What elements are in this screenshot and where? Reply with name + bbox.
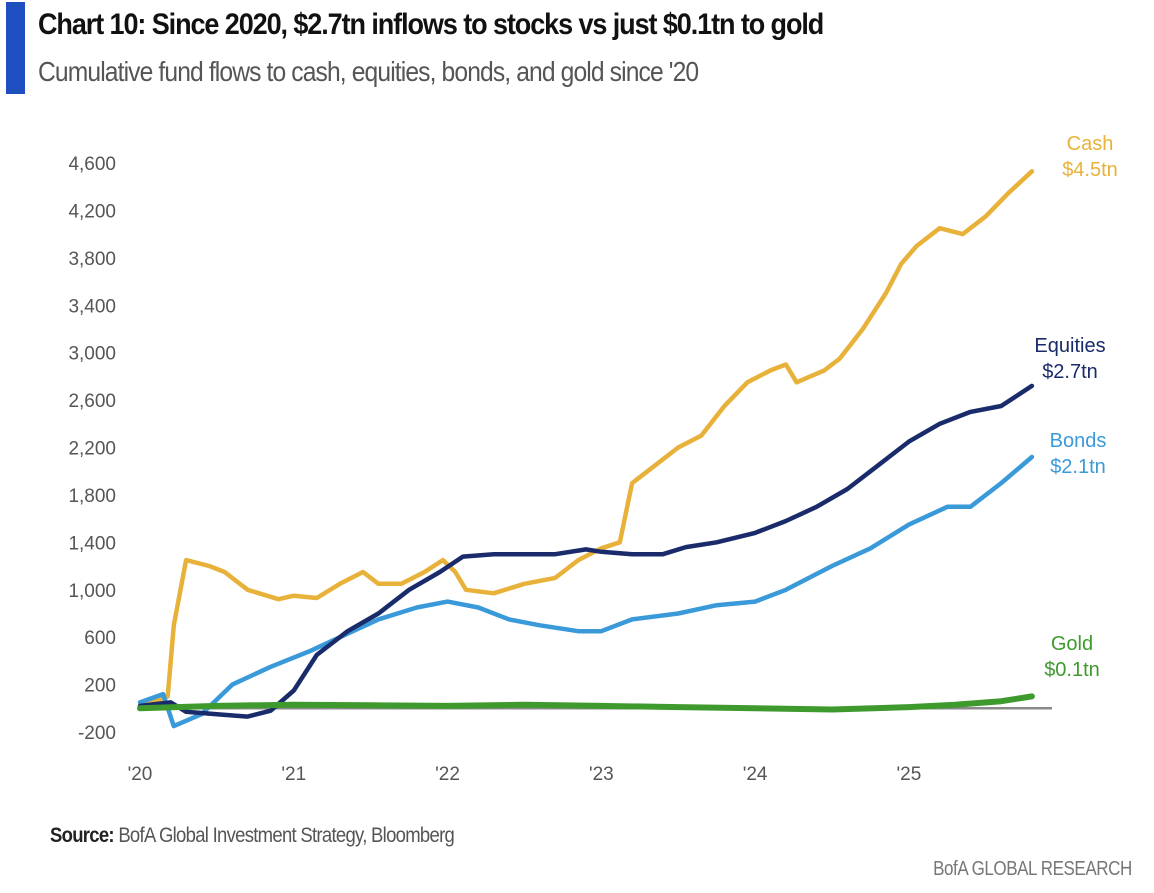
y-tick-label: 3,000 (68, 344, 116, 365)
x-axis-ticks: '20 '21 '22 '23 '24 '25 (128, 764, 922, 785)
source-text: BofA Global Investment Strategy, Bloombe… (113, 824, 455, 847)
x-tick-label: '22 (435, 764, 460, 785)
y-tick-label: 2,600 (68, 391, 116, 412)
series-end-labels: Cash $4.5tn Equities $2.7tn Bonds $2.1tn Gold $… (1034, 133, 1117, 681)
y-tick-label: 3,400 (68, 296, 116, 317)
y-tick-label: 1,000 (68, 581, 116, 602)
series-line-gold (137, 693, 1035, 713)
end-label-bonds-value: $2.1tn (1050, 456, 1106, 478)
source-label: Source: (50, 824, 115, 847)
y-tick-label: 2,200 (68, 439, 116, 460)
y-tick-label: 200 (84, 676, 116, 697)
source-note: Source: BofA Global Investment Strategy,… (50, 824, 455, 848)
end-label-equities-value: $2.7tn (1042, 361, 1098, 383)
y-axis-ticks: -200 200 600 1,000 1,400 1,800 2,200 2,600 3,000… (68, 154, 116, 744)
end-label-gold-name: Gold (1051, 633, 1093, 655)
chart-title: Chart 10: Since 2020, $2.7tn inflows to … (38, 8, 824, 41)
y-tick-label: -200 (78, 723, 116, 744)
end-label-cash-value: $4.5tn (1062, 159, 1118, 181)
series-lines (137, 169, 1035, 729)
y-tick-label: 1,800 (68, 486, 116, 507)
end-label-equities-name: Equities (1034, 335, 1105, 357)
series-line-cash (137, 169, 1035, 705)
end-label-bonds-name: Bonds (1050, 430, 1107, 452)
y-tick-label: 600 (84, 628, 116, 649)
end-label-gold-value: $0.1tn (1044, 659, 1100, 681)
y-tick-label: 4,200 (68, 201, 116, 222)
y-tick-label: 1,400 (68, 533, 116, 554)
brand-footer: BofA GLOBAL RESEARCH (933, 858, 1132, 880)
title-accent-bar (6, 2, 25, 94)
x-tick-label: '20 (128, 764, 153, 785)
x-tick-label: '23 (589, 764, 614, 785)
chart-subtitle: Cumulative fund flows to cash, equities,… (38, 56, 699, 87)
y-tick-label: 4,600 (68, 154, 116, 175)
x-tick-label: '21 (281, 764, 306, 785)
series-line-bonds (137, 454, 1035, 729)
end-label-cash-name: Cash (1067, 133, 1114, 155)
x-tick-label: '24 (743, 764, 768, 785)
x-tick-label: '25 (897, 764, 922, 785)
y-tick-label: 3,800 (68, 249, 116, 270)
